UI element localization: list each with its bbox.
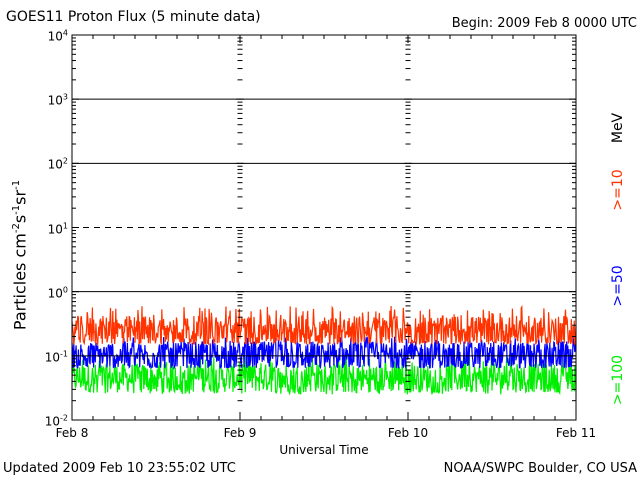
y-tick-exponent: 0: [62, 285, 68, 295]
y-tick-base: 10: [47, 93, 63, 108]
x-tick-label: Feb 10: [387, 426, 429, 440]
y-tick-base: 10: [47, 29, 63, 44]
y-tick-base: 10: [47, 222, 63, 236]
y-axis-label: Particles cm-2s-1sr-1: [10, 179, 30, 331]
series-line-100MeV: [71, 355, 577, 396]
y-tick-base: 10: [47, 157, 63, 172]
data-source: NOAA/SWPC Boulder, CO USA: [443, 461, 637, 476]
legend-series-50: >=50: [610, 265, 626, 307]
begin-time: Begin: 2009 Feb 8 0000 UTC: [451, 16, 637, 31]
series-line-50MeV: [71, 336, 577, 371]
y-tick-label: 10-2: [45, 414, 68, 429]
y-tick-exponent: 1: [62, 221, 68, 230]
x-tick-label: Feb 11: [555, 426, 597, 440]
y-tick-exponent: -2: [60, 413, 68, 423]
legend-unit: MeV: [610, 112, 626, 144]
x-tick-label: Feb 9: [223, 426, 257, 440]
y-tick-label: 102: [48, 157, 68, 172]
y-tick-base: 10: [47, 286, 63, 301]
y-tick-exponent: 4: [62, 28, 68, 38]
plot-frame: [71, 34, 577, 421]
y-tick-exponent: -1: [60, 349, 68, 359]
chart-title: GOES11 Proton Flux (5 minute data): [6, 9, 261, 25]
y-tick-base: 10: [44, 350, 61, 365]
y-tick-base: 10: [44, 414, 61, 429]
y-tick-label: 103: [48, 93, 68, 108]
y-tick-label: 101: [48, 221, 68, 236]
x-axis-label: Universal Time: [279, 443, 369, 457]
series-line-10MeV: [71, 304, 577, 347]
y-tick-label: 10-1: [45, 349, 68, 364]
x-tick-label: Feb 8: [55, 426, 89, 440]
y-tick-exponent: 3: [62, 92, 68, 102]
legend-series-100: >=100: [610, 354, 626, 406]
y-tick-label: 100: [48, 285, 68, 300]
legend-series-10: >=10: [610, 169, 626, 211]
y-tick-label: 104: [48, 29, 68, 44]
y-tick-exponent: 2: [62, 156, 68, 166]
updated-time: Updated 2009 Feb 10 23:55:02 UTC: [3, 461, 236, 476]
series-layer: [71, 304, 577, 396]
